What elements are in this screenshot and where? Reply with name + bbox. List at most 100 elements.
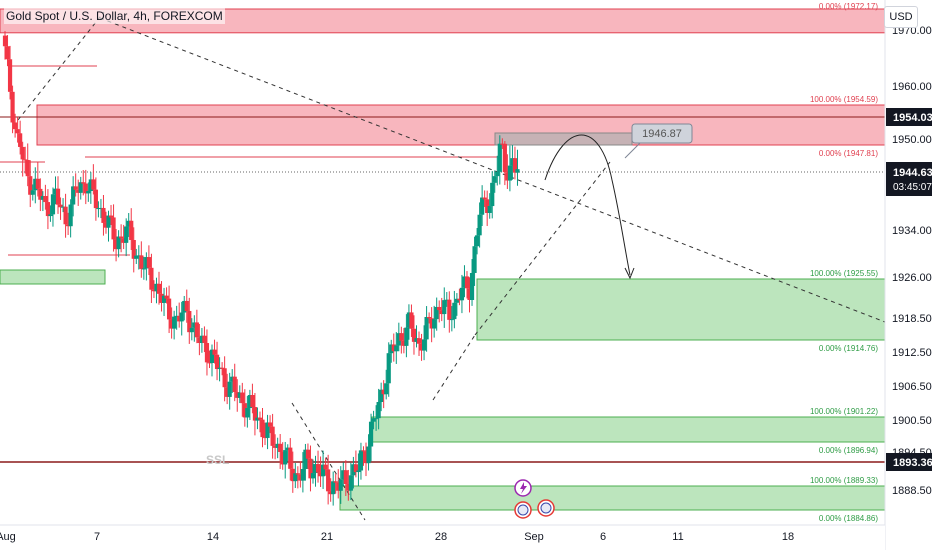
candle-body bbox=[146, 257, 151, 268]
candle-body bbox=[28, 176, 33, 195]
time-tick-label: 14 bbox=[207, 531, 219, 543]
time-tick-label: 18 bbox=[782, 531, 794, 543]
candle-body bbox=[161, 295, 167, 303]
candle-body bbox=[151, 289, 157, 292]
candle-body bbox=[252, 407, 258, 421]
candle-body bbox=[154, 283, 159, 292]
projection-arrow bbox=[544, 134, 631, 276]
candle-body bbox=[159, 293, 164, 303]
candle-body bbox=[358, 450, 364, 471]
candle-body bbox=[212, 349, 217, 355]
candle-body bbox=[192, 322, 197, 328]
candle-body bbox=[278, 443, 283, 452]
candle-body bbox=[25, 159, 30, 177]
price-tick-label: 1888.50 bbox=[892, 485, 932, 497]
zone-4-bottom-label: 0.00% (1896.94) bbox=[819, 446, 878, 455]
candle-body bbox=[490, 182, 495, 207]
candle-body bbox=[411, 328, 417, 342]
candle-body bbox=[230, 376, 235, 382]
candle-body bbox=[469, 272, 475, 300]
candle-body bbox=[293, 473, 298, 482]
candle-body bbox=[396, 333, 401, 346]
candle-body bbox=[464, 276, 470, 289]
candle-body bbox=[45, 202, 51, 217]
ssl-label: SSL bbox=[206, 453, 229, 467]
candle-body bbox=[76, 189, 81, 193]
zone-5 bbox=[339, 485, 886, 511]
candle-body bbox=[111, 217, 116, 240]
candle-body bbox=[66, 224, 71, 227]
candle-body bbox=[510, 158, 515, 166]
candle-body bbox=[15, 129, 20, 134]
price-axis[interactable]: 1970.00 1960.00 1950.00 1934.00 1926.00 1918.… bbox=[884, 0, 932, 550]
candle-body bbox=[368, 421, 374, 447]
dashed-line-a bbox=[17, 11, 105, 121]
candle-body bbox=[98, 207, 104, 209]
candle-body bbox=[283, 450, 288, 465]
candle-body bbox=[204, 343, 210, 363]
candle-body bbox=[164, 295, 169, 299]
candle-body bbox=[361, 450, 366, 452]
candle-body bbox=[199, 335, 205, 343]
candle-body bbox=[308, 458, 313, 479]
candle-body bbox=[30, 190, 35, 195]
candle-body bbox=[7, 59, 13, 92]
candle-body bbox=[290, 468, 295, 482]
candle-body bbox=[399, 333, 404, 341]
price-tick-label: 1934.00 bbox=[892, 225, 932, 237]
time-tick-label: 11 bbox=[672, 531, 683, 543]
candle-body bbox=[353, 464, 359, 473]
time-tick-label: Sep bbox=[524, 531, 544, 543]
candle-body bbox=[149, 267, 154, 290]
zone-3-top-label: 100.00% (1925.55) bbox=[810, 269, 878, 278]
candle-body bbox=[495, 171, 500, 177]
time-tick-label: Aug bbox=[0, 531, 16, 543]
candle-body bbox=[439, 310, 444, 315]
candle-body bbox=[505, 172, 510, 181]
candle-body bbox=[103, 222, 109, 228]
candle-body bbox=[38, 188, 43, 200]
candle-body bbox=[416, 338, 422, 344]
candle-body bbox=[502, 143, 507, 173]
price-tick-label: 1912.50 bbox=[892, 347, 932, 359]
zones-layer bbox=[0, 8, 886, 511]
candle-body bbox=[452, 302, 457, 320]
candle-body bbox=[267, 422, 273, 427]
candle-body bbox=[320, 464, 326, 477]
candle-body bbox=[442, 300, 447, 315]
price-tick-label: 1970.00 bbox=[892, 25, 932, 37]
candle-body bbox=[106, 215, 111, 228]
candle-body bbox=[131, 240, 136, 259]
candle-body bbox=[323, 464, 328, 470]
candle-body bbox=[432, 319, 437, 329]
candle-body bbox=[437, 306, 442, 311]
candle-body bbox=[250, 395, 255, 408]
time-tick-label: 28 bbox=[435, 531, 447, 543]
time-axis[interactable]: Aug 7 14 21 28 Sep 6 11 18 bbox=[0, 524, 885, 550]
candle-body bbox=[124, 226, 129, 243]
candle-body bbox=[273, 445, 278, 448]
candle-body bbox=[371, 418, 376, 422]
candle-body bbox=[386, 353, 391, 384]
candle-body bbox=[240, 392, 245, 404]
candle-body bbox=[60, 206, 66, 208]
candle-body bbox=[23, 159, 28, 161]
candle-body bbox=[235, 392, 240, 398]
price-tick-label: 1950.00 bbox=[892, 134, 932, 146]
zone-1-bottom-label: 0.00% (1947.81) bbox=[819, 149, 878, 158]
lightning-glyph bbox=[520, 482, 527, 494]
zone-5-bottom-label: 0.00% (1884.86) bbox=[819, 514, 878, 523]
candle-body bbox=[255, 417, 260, 421]
candle-body bbox=[391, 344, 396, 352]
us-flag-inner bbox=[540, 502, 552, 514]
candle-body bbox=[424, 316, 429, 340]
candle-body bbox=[48, 214, 53, 217]
candle-body bbox=[336, 482, 341, 491]
candle-body bbox=[10, 91, 15, 123]
candle-body bbox=[389, 344, 394, 354]
candle-body bbox=[50, 194, 56, 215]
zone-3-bottom-label: 0.00% (1914.76) bbox=[819, 344, 878, 353]
currency-button[interactable]: USD bbox=[884, 6, 918, 28]
time-tick-label: 21 bbox=[321, 531, 333, 543]
